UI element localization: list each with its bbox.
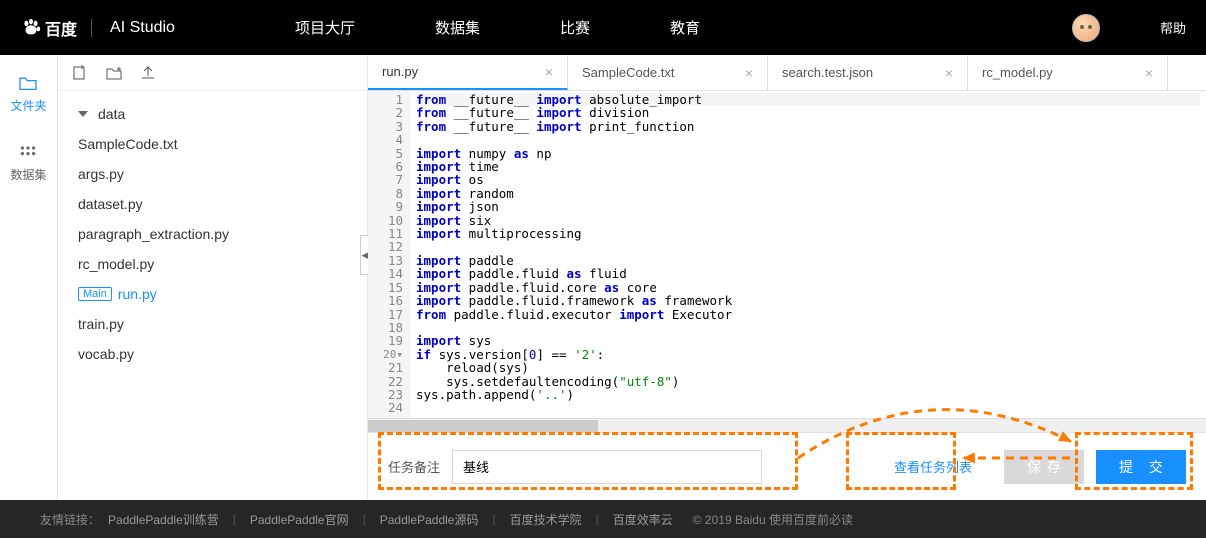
tree-file[interactable]: dataset.py xyxy=(70,189,355,219)
editor-area: ◀ run.py× SampleCode.txt× search.test.js… xyxy=(368,55,1206,500)
folder-label: data xyxy=(98,106,125,122)
tab-search-json[interactable]: search.test.json × xyxy=(768,55,968,90)
paw-icon xyxy=(20,17,42,39)
footer-link[interactable]: 百度技术学院 xyxy=(510,511,582,528)
left-rail: 文件夹 数据集 xyxy=(0,55,58,500)
footer-link[interactable]: PaddlePaddle官网 xyxy=(250,511,349,528)
footer-link[interactable]: PaddlePaddle源码 xyxy=(380,511,479,528)
code-content[interactable]: from __future__ import absolute_importfr… xyxy=(410,91,1206,418)
save-button[interactable]: 保存 xyxy=(1004,450,1084,484)
avatar[interactable] xyxy=(1072,14,1100,42)
nav-link-datasets[interactable]: 数据集 xyxy=(435,17,480,38)
separator: | xyxy=(596,512,599,526)
file-toolbar xyxy=(58,55,367,91)
tree-file[interactable]: train.py xyxy=(70,309,355,339)
remark-label: 任务备注 xyxy=(388,457,440,476)
tree-file-main[interactable]: Main run.py xyxy=(70,279,355,309)
view-tasks-link[interactable]: 查看任务列表 xyxy=(894,457,972,476)
rail-datasets-label: 数据集 xyxy=(10,166,46,183)
tab-run-py[interactable]: run.py × xyxy=(368,55,568,90)
main-badge: Main xyxy=(78,287,112,301)
rail-files-label: 文件夹 xyxy=(10,97,46,114)
nav-links: 项目大厅 数据集 比赛 教育 xyxy=(295,17,700,38)
logo[interactable]: 百度 AI Studio xyxy=(20,16,175,40)
file-tree: data SampleCode.txt args.py dataset.py p… xyxy=(58,91,367,377)
gutter: 1234567891011121314151617181920▾21222324 xyxy=(368,91,410,418)
upload-icon[interactable] xyxy=(140,65,156,81)
nav-link-competition[interactable]: 比赛 xyxy=(560,17,590,38)
remark-input[interactable] xyxy=(452,450,762,484)
nav-right: 帮助 xyxy=(1072,14,1186,42)
close-icon[interactable]: × xyxy=(1145,65,1153,81)
top-nav: 百度 AI Studio 项目大厅 数据集 比赛 教育 帮助 xyxy=(0,0,1206,55)
file-panel: data SampleCode.txt args.py dataset.py p… xyxy=(58,55,368,500)
main-file-label: run.py xyxy=(118,286,157,302)
footer: 友情链接： PaddlePaddle训练营 | PaddlePaddle官网 | P… xyxy=(0,500,1206,538)
tab-label: run.py xyxy=(382,64,418,79)
footer-link[interactable]: 百度效率云 xyxy=(613,511,673,528)
tree-file[interactable]: SampleCode.txt xyxy=(70,129,355,159)
rail-files[interactable]: 文件夹 xyxy=(10,75,46,114)
tab-samplecode[interactable]: SampleCode.txt × xyxy=(568,55,768,90)
close-icon[interactable]: × xyxy=(545,64,553,80)
separator: | xyxy=(363,512,366,526)
tab-label: rc_model.py xyxy=(982,65,1053,80)
folder-icon xyxy=(18,75,38,91)
footer-copyright: © 2019 Baidu 使用百度前必读 xyxy=(693,511,853,528)
footer-link[interactable]: PaddlePaddle训练营 xyxy=(108,511,219,528)
divider xyxy=(91,19,92,37)
submit-button[interactable]: 提 交 xyxy=(1096,450,1186,484)
bottom-bar: 任务备注 查看任务列表 保存 提 交 xyxy=(368,432,1206,500)
nav-link-education[interactable]: 教育 xyxy=(670,17,700,38)
close-icon[interactable]: × xyxy=(945,65,953,81)
tree-file[interactable]: rc_model.py xyxy=(70,249,355,279)
close-icon[interactable]: × xyxy=(745,65,753,81)
horizontal-scrollbar[interactable] xyxy=(368,418,1206,432)
tree-file[interactable]: paragraph_extraction.py xyxy=(70,219,355,249)
tab-rc-model[interactable]: rc_model.py × xyxy=(968,55,1168,90)
tree-file[interactable]: vocab.py xyxy=(70,339,355,369)
new-file-icon[interactable] xyxy=(72,65,88,81)
rail-datasets[interactable]: 数据集 xyxy=(10,144,46,183)
tab-label: search.test.json xyxy=(782,65,873,80)
nav-link-projects[interactable]: 项目大厅 xyxy=(295,17,355,38)
baidu-logo: 百度 xyxy=(20,16,77,40)
tab-label: SampleCode.txt xyxy=(582,65,675,80)
brand-studio: AI Studio xyxy=(110,19,175,37)
brand-baidu: 百度 xyxy=(45,16,77,40)
tab-bar: run.py × SampleCode.txt × search.test.json… xyxy=(368,55,1206,91)
tree-file[interactable]: args.py xyxy=(70,159,355,189)
scroll-thumb[interactable] xyxy=(368,420,598,432)
footer-prefix: 友情链接： xyxy=(40,511,100,528)
separator: | xyxy=(233,512,236,526)
nav-help[interactable]: 帮助 xyxy=(1160,18,1186,37)
main-area: 文件夹 数据集 data SampleCode.txt args.py data… xyxy=(0,55,1206,500)
grid-icon xyxy=(18,144,38,160)
separator: | xyxy=(492,512,495,526)
chevron-down-icon xyxy=(78,111,88,117)
new-folder-icon[interactable] xyxy=(106,65,122,81)
code-editor[interactable]: 1234567891011121314151617181920▾21222324… xyxy=(368,91,1206,418)
tree-folder-data[interactable]: data xyxy=(70,99,355,129)
